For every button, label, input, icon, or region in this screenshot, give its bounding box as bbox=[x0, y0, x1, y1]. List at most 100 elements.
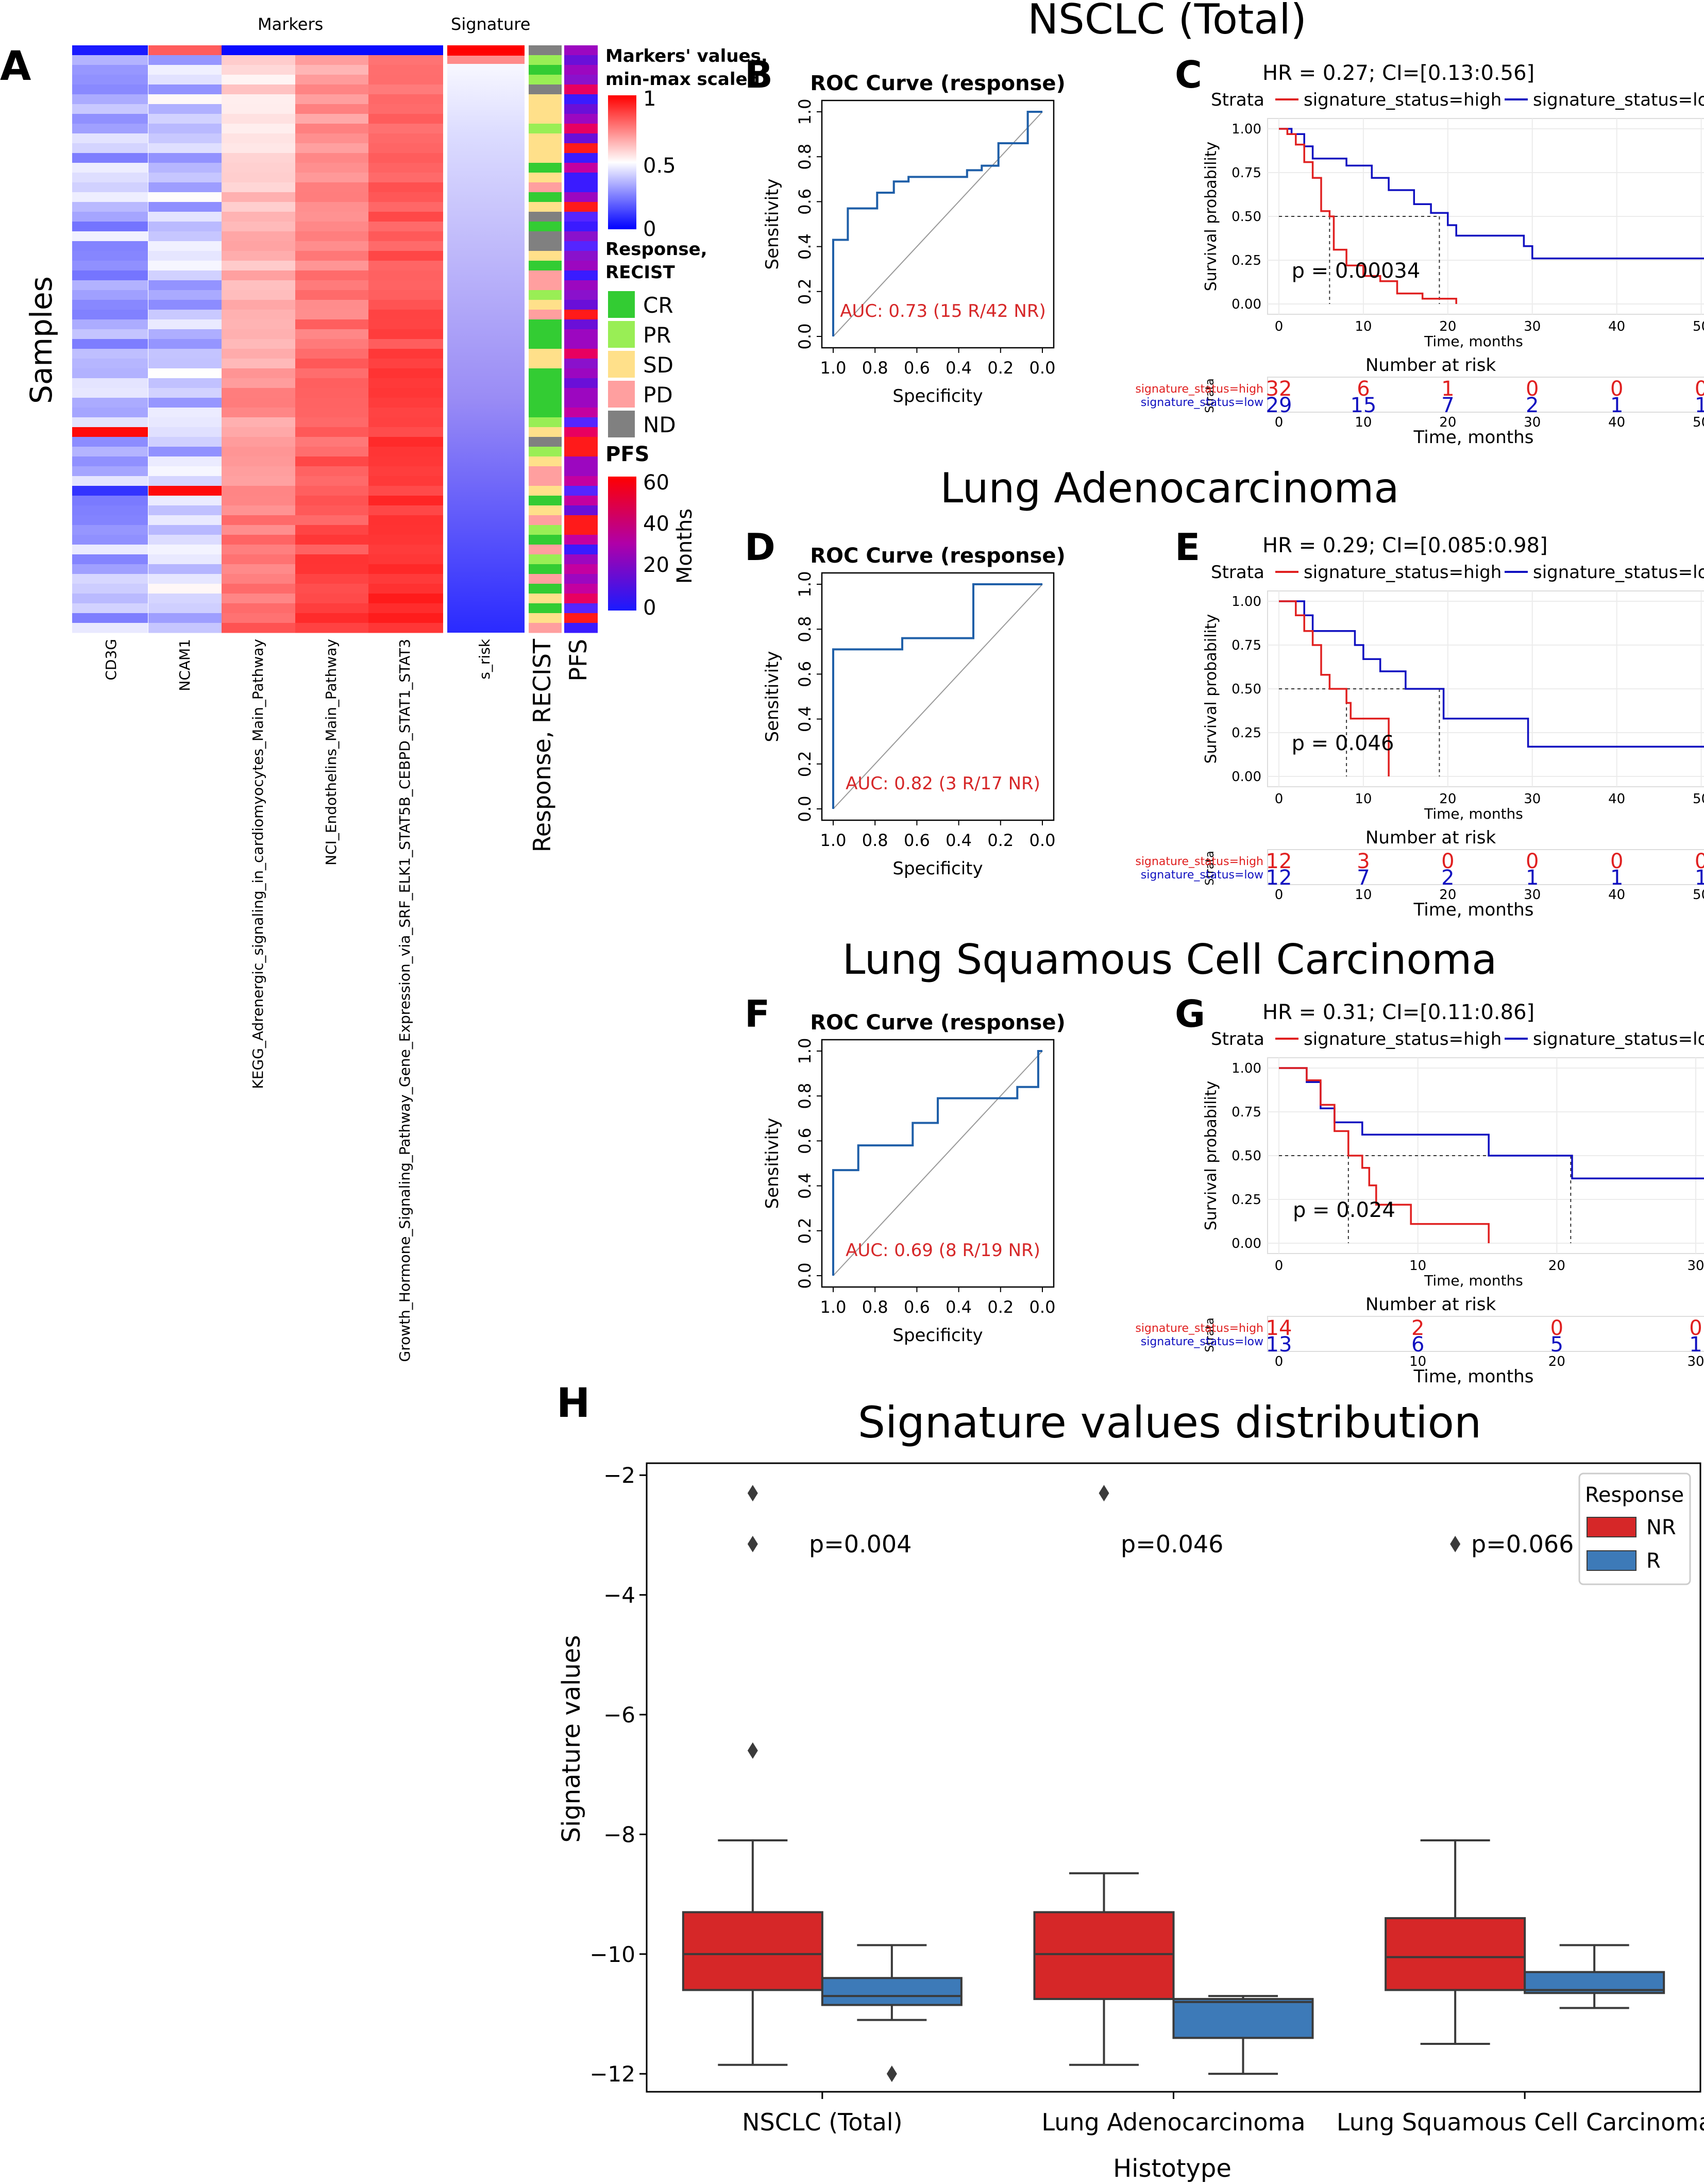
km-y-tick-label: 0.75 bbox=[1231, 638, 1261, 653]
heatmap-cell bbox=[368, 290, 443, 300]
heatmap-cell bbox=[222, 554, 295, 565]
heatmap-cell bbox=[222, 574, 295, 584]
heatmap-cell bbox=[368, 65, 443, 75]
roc-y-tick-label: 0.6 bbox=[795, 661, 815, 687]
column-label-ncam1: NCAM1 bbox=[176, 639, 193, 691]
roc-frame bbox=[821, 99, 1055, 349]
pfs-cell bbox=[564, 182, 598, 193]
roc-panel-d: D ROC Curve (response) 1.0 1.0 0.8 0.8 0.6 0.6 0… bbox=[745, 526, 1066, 879]
roc-x-tick-label: 0.2 bbox=[987, 358, 1014, 378]
heatmap-cell bbox=[72, 124, 148, 134]
heatmap-cell bbox=[295, 114, 368, 124]
response-cell bbox=[529, 212, 562, 222]
pfs-cell bbox=[564, 603, 598, 614]
heatmap-cell bbox=[368, 476, 443, 486]
heatmap-cell bbox=[148, 505, 222, 516]
heatmap-cell bbox=[368, 398, 443, 408]
heatmap-cell bbox=[72, 231, 148, 242]
pfs-cell bbox=[564, 65, 598, 75]
heatmap-cell bbox=[148, 525, 222, 535]
heatmap-cell bbox=[295, 202, 368, 212]
heatmap-cell bbox=[148, 55, 222, 65]
heatmap-cell bbox=[295, 84, 368, 95]
column-label-growth-hormone: Growth_Hormone_Signaling_Pathway_Gene_Ex… bbox=[396, 639, 413, 1362]
pfs-cell bbox=[564, 310, 598, 320]
heatmap-cell bbox=[368, 45, 443, 56]
samples-axis-label: Samples bbox=[24, 276, 59, 404]
response-cell bbox=[529, 584, 562, 594]
response-cell bbox=[529, 133, 562, 144]
pfs-cell bbox=[564, 133, 598, 144]
heatmap-cell bbox=[72, 437, 148, 447]
pfs-cell bbox=[564, 613, 598, 623]
heatmap-cell bbox=[368, 241, 443, 251]
heatmap-cell bbox=[368, 75, 443, 85]
heatmap-cell bbox=[72, 603, 148, 614]
km-risk-low-label: signature_status=low bbox=[1141, 1335, 1263, 1348]
panel-letter: C bbox=[1175, 53, 1202, 96]
heatmap-cell bbox=[148, 280, 222, 291]
heatmap-cell bbox=[368, 251, 443, 261]
roc-x-tick-label: 0.2 bbox=[987, 831, 1014, 850]
km-risk-x-tick-label: 0 bbox=[1275, 1354, 1284, 1369]
heatmap-cell bbox=[368, 349, 443, 359]
km-risk-xlabel: Time, months bbox=[1413, 1366, 1534, 1387]
heatmap-cell bbox=[72, 319, 148, 330]
title-lusc: Lung Squamous Cell Carcinoma bbox=[842, 936, 1497, 984]
response-cell bbox=[529, 525, 562, 535]
legend-response-subtitle: RECIST bbox=[605, 262, 675, 283]
response-cell bbox=[529, 349, 562, 359]
heatmap-cell bbox=[222, 231, 295, 242]
heatmap-cell bbox=[148, 349, 222, 359]
response-cell bbox=[529, 368, 562, 379]
heatmap-cell bbox=[148, 300, 222, 310]
heatmap-cell bbox=[222, 613, 295, 623]
heatmap-cell bbox=[148, 222, 222, 232]
heatmap-cell bbox=[222, 349, 295, 359]
response-cell bbox=[529, 476, 562, 486]
km-hr-text: HR = 0.29; CI=[0.085:0.98] bbox=[1262, 534, 1548, 557]
km-x-tick-label: 0 bbox=[1275, 319, 1284, 334]
heatmap-cell bbox=[222, 447, 295, 457]
km-risk-high-value: 0 bbox=[1695, 850, 1704, 873]
km-legend-low-label: signature_status=low bbox=[1533, 1029, 1704, 1049]
km-risk-title: Number at risk bbox=[1365, 1294, 1496, 1315]
km-y-tick-label: 0.00 bbox=[1231, 769, 1261, 785]
heatmap-cell bbox=[222, 388, 295, 398]
km-risk-x-tick-label: 50 bbox=[1693, 887, 1704, 903]
heatmap-cell bbox=[295, 212, 368, 222]
heatmap-cell bbox=[295, 368, 368, 379]
panel-h-letter: H bbox=[556, 1380, 590, 1427]
pfs-cell bbox=[564, 437, 598, 447]
heatmap-cell bbox=[295, 535, 368, 545]
heatmap-cell bbox=[295, 261, 368, 271]
response-cell bbox=[529, 163, 562, 173]
signature-column bbox=[447, 45, 525, 633]
km-risk-low-value: 12 bbox=[1266, 866, 1292, 890]
roc-y-tick-label: 1.0 bbox=[795, 571, 815, 598]
panel-a-heatmap: A Markers Signature Samples CD3G NCAM1 K… bbox=[0, 14, 768, 1362]
roc-auc-label: AUC: 0.82 (3 R/17 NR) bbox=[846, 773, 1040, 794]
heatmap-cell bbox=[295, 300, 368, 310]
roc-x-tick-label: 0.0 bbox=[1030, 831, 1056, 850]
pfs-cell bbox=[564, 378, 598, 388]
km-risk-x-tick-label: 40 bbox=[1608, 887, 1625, 903]
title-nsclc: NSCLC (Total) bbox=[1027, 0, 1307, 43]
response-cell bbox=[529, 417, 562, 428]
panel-a-letter: A bbox=[0, 43, 31, 90]
pfs-cell bbox=[564, 319, 598, 330]
roc-x-tick-label: 1.0 bbox=[820, 358, 847, 378]
km-risk-high-value: 0 bbox=[1526, 850, 1539, 873]
heatmap-cell bbox=[72, 349, 148, 359]
heatmap-cell bbox=[148, 466, 222, 477]
heatmap-cell bbox=[72, 192, 148, 202]
heatmap-cell bbox=[222, 55, 295, 65]
km-x-tick-label: 50 bbox=[1693, 791, 1704, 807]
heatmap-cell bbox=[368, 594, 443, 604]
heatmap-cell bbox=[148, 270, 222, 281]
heatmap-cell bbox=[148, 554, 222, 565]
km-risk-frame bbox=[1267, 1316, 1704, 1352]
km-legend-high-label: signature_status=high bbox=[1304, 90, 1501, 110]
heatmap-cell bbox=[72, 222, 148, 232]
